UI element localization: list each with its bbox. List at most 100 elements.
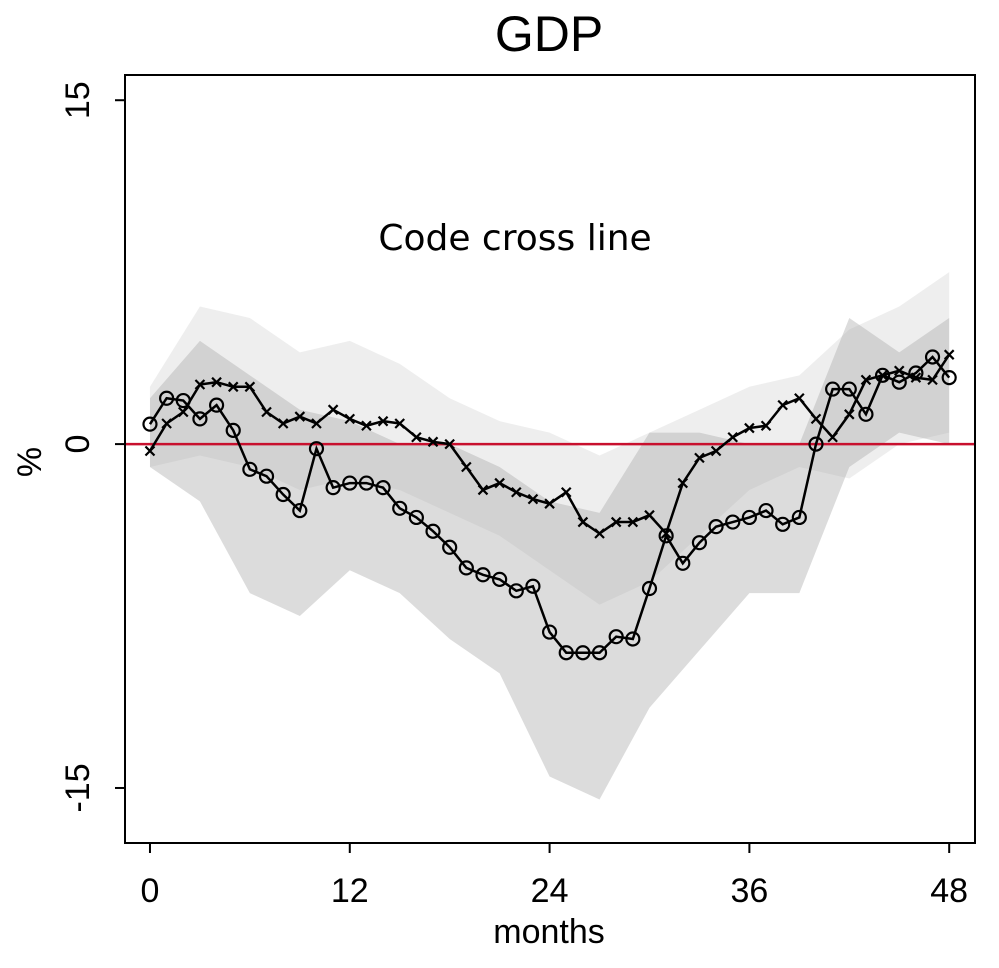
marker xyxy=(244,381,256,393)
marker xyxy=(708,519,724,535)
marker xyxy=(525,578,541,594)
marker xyxy=(827,431,838,443)
y-tick-label: -15 xyxy=(59,763,97,812)
marker xyxy=(858,406,874,422)
y-tick-label: 0 xyxy=(59,435,97,454)
marker xyxy=(625,631,641,647)
marker xyxy=(891,374,907,390)
marker xyxy=(494,477,505,489)
marker xyxy=(311,418,322,429)
marker xyxy=(192,411,208,427)
marker xyxy=(211,376,222,388)
marker xyxy=(641,580,658,597)
marker xyxy=(710,445,722,457)
marker xyxy=(375,480,391,496)
marker xyxy=(444,438,455,450)
marker xyxy=(575,645,591,661)
marker xyxy=(694,452,705,464)
marker xyxy=(658,528,674,544)
marker xyxy=(294,411,306,422)
confidence-band xyxy=(149,318,950,800)
marker xyxy=(677,477,689,489)
x-tick-label: 48 xyxy=(930,872,968,910)
marker xyxy=(841,381,857,397)
marker xyxy=(292,502,308,519)
marker xyxy=(425,523,441,539)
marker xyxy=(527,493,539,505)
marker xyxy=(408,509,424,526)
marker xyxy=(924,349,941,365)
marker xyxy=(860,374,872,386)
marker xyxy=(277,418,289,429)
marker xyxy=(342,475,358,491)
marker xyxy=(394,418,406,429)
marker xyxy=(361,420,372,432)
marker xyxy=(541,624,558,640)
marker xyxy=(660,528,672,539)
marker xyxy=(560,486,572,498)
marker xyxy=(808,436,824,452)
marker xyxy=(358,475,375,491)
x-tick-label: 36 xyxy=(730,872,768,910)
marker xyxy=(794,392,805,404)
marker xyxy=(511,486,522,498)
marker xyxy=(727,431,739,443)
marker xyxy=(411,431,422,443)
series-line xyxy=(148,355,951,654)
marker xyxy=(810,413,822,425)
marker xyxy=(392,500,408,516)
marker xyxy=(874,367,891,383)
marker xyxy=(910,372,922,383)
marker xyxy=(258,468,275,484)
marker xyxy=(327,404,339,415)
marker xyxy=(610,516,622,528)
marker xyxy=(941,370,957,386)
marker xyxy=(758,502,774,519)
marker xyxy=(325,480,341,496)
marker xyxy=(844,409,855,420)
marker xyxy=(261,406,272,418)
marker xyxy=(791,509,807,526)
marker xyxy=(159,390,175,406)
marker xyxy=(777,399,788,411)
marker xyxy=(775,516,791,532)
marker xyxy=(927,374,938,386)
marker xyxy=(691,535,708,551)
y-tick-label: 15 xyxy=(59,81,97,119)
x-tick-label: 0 xyxy=(141,872,160,910)
marker xyxy=(893,365,905,377)
marker xyxy=(144,445,156,457)
marker xyxy=(644,509,655,521)
marker xyxy=(194,379,206,390)
marker xyxy=(308,441,325,457)
marker xyxy=(608,629,624,645)
x-axis-label: months xyxy=(493,913,605,951)
chart-title: GDP xyxy=(495,6,603,62)
marker xyxy=(577,516,589,528)
marker xyxy=(825,381,841,397)
marker xyxy=(908,365,924,381)
marker xyxy=(760,420,772,432)
marker xyxy=(744,422,755,434)
confidence-band xyxy=(149,272,950,605)
marker xyxy=(477,484,489,496)
marker xyxy=(442,539,458,555)
marker xyxy=(877,370,888,381)
marker xyxy=(142,416,158,432)
marker xyxy=(558,645,574,661)
marker xyxy=(594,528,605,539)
x-tick-label: 12 xyxy=(331,872,369,910)
marker xyxy=(627,516,639,528)
marker xyxy=(225,422,241,438)
marker xyxy=(741,509,757,526)
marker xyxy=(208,397,225,413)
marker xyxy=(427,436,439,448)
marker xyxy=(508,583,524,599)
marker xyxy=(461,461,472,473)
x-tick-label: 24 xyxy=(531,872,569,910)
annotation: Code cross line xyxy=(378,218,651,259)
marker xyxy=(725,514,741,530)
marker xyxy=(458,560,474,576)
marker xyxy=(377,415,389,427)
